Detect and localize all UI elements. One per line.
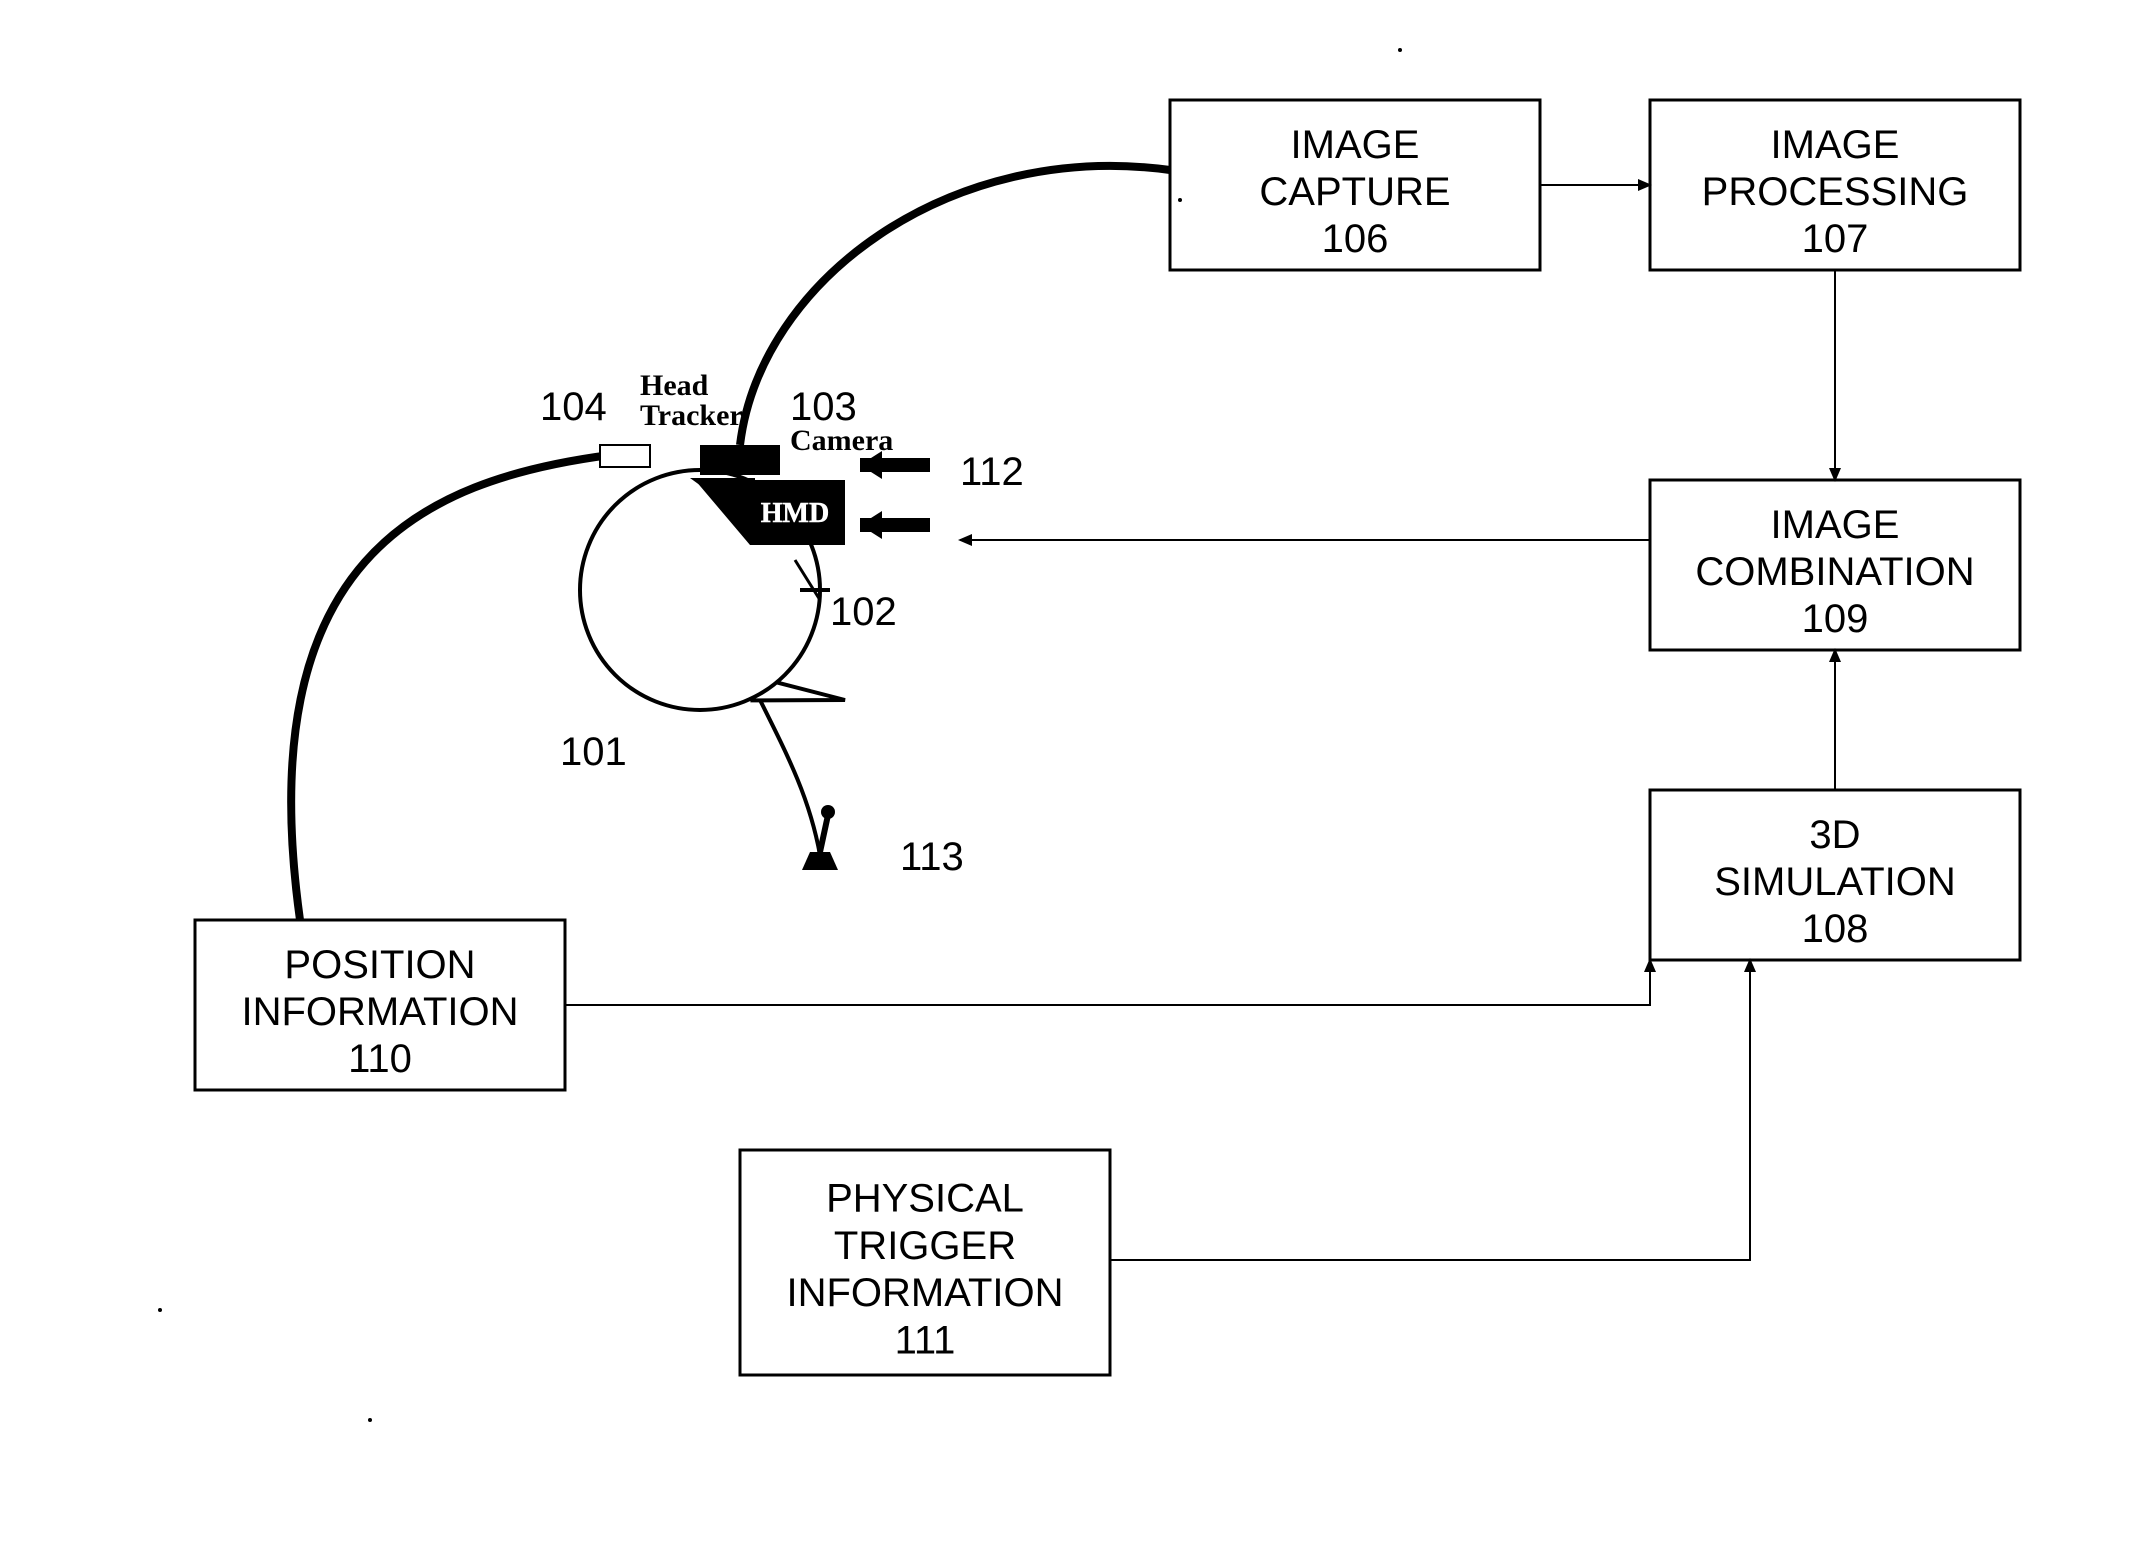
hmd-label: HMD	[761, 498, 829, 529]
label-101: 101	[560, 730, 627, 774]
label-113: 113	[900, 835, 964, 879]
camera-block	[700, 445, 780, 475]
box-image_processing-line-2: 107	[1802, 217, 1869, 261]
box-physical_trigger-line-2: INFORMATION	[786, 1271, 1063, 1315]
joystick-base	[802, 852, 838, 870]
label-103: 103	[790, 385, 857, 429]
speck	[1398, 48, 1402, 52]
box-physical_trigger-line-0: PHYSICAL	[826, 1177, 1024, 1221]
joystick-stick	[820, 815, 828, 852]
label-head: Head	[640, 369, 709, 402]
label-112: 112	[960, 450, 1024, 494]
label-104: 104	[540, 385, 607, 429]
box-image_processing-line-1: PROCESSING	[1702, 170, 1969, 214]
label-tracker: Tracker	[640, 399, 743, 432]
label-camera: Camera	[790, 424, 893, 457]
box-image_combination-line-0: IMAGE	[1771, 503, 1900, 547]
box-position_info-line-1: INFORMATION	[241, 990, 518, 1034]
box-physical_trigger-line-3: 111	[895, 1318, 956, 1362]
box-physical_trigger-line-1: TRIGGER	[834, 1224, 1016, 1268]
box-image_capture-line-0: IMAGE	[1291, 123, 1420, 167]
speck	[1178, 198, 1182, 202]
joystick-cable	[760, 700, 820, 855]
box-simulation_3d-line-1: SIMULATION	[1714, 860, 1956, 904]
box-image_combination-line-2: 109	[1802, 597, 1869, 641]
box-image_combination-line-1: COMBINATION	[1695, 550, 1974, 594]
cable	[291, 455, 610, 920]
box-image_capture-line-2: 106	[1322, 217, 1389, 261]
edge-position_info-to-simulation_3d	[565, 960, 1650, 1005]
box-image_capture-line-1: CAPTURE	[1259, 170, 1450, 214]
speck	[368, 1418, 372, 1422]
box-position_info-line-0: POSITION	[284, 943, 475, 987]
head-tracker	[600, 445, 650, 467]
box-position_info-line-2: 110	[348, 1037, 412, 1081]
speck	[158, 1308, 162, 1312]
joystick-knob	[821, 805, 835, 819]
label-102: 102	[830, 590, 897, 634]
box-image_processing-line-0: IMAGE	[1771, 123, 1900, 167]
box-simulation_3d-line-2: 108	[1802, 907, 1869, 951]
box-simulation_3d-line-0: 3D	[1809, 813, 1860, 857]
